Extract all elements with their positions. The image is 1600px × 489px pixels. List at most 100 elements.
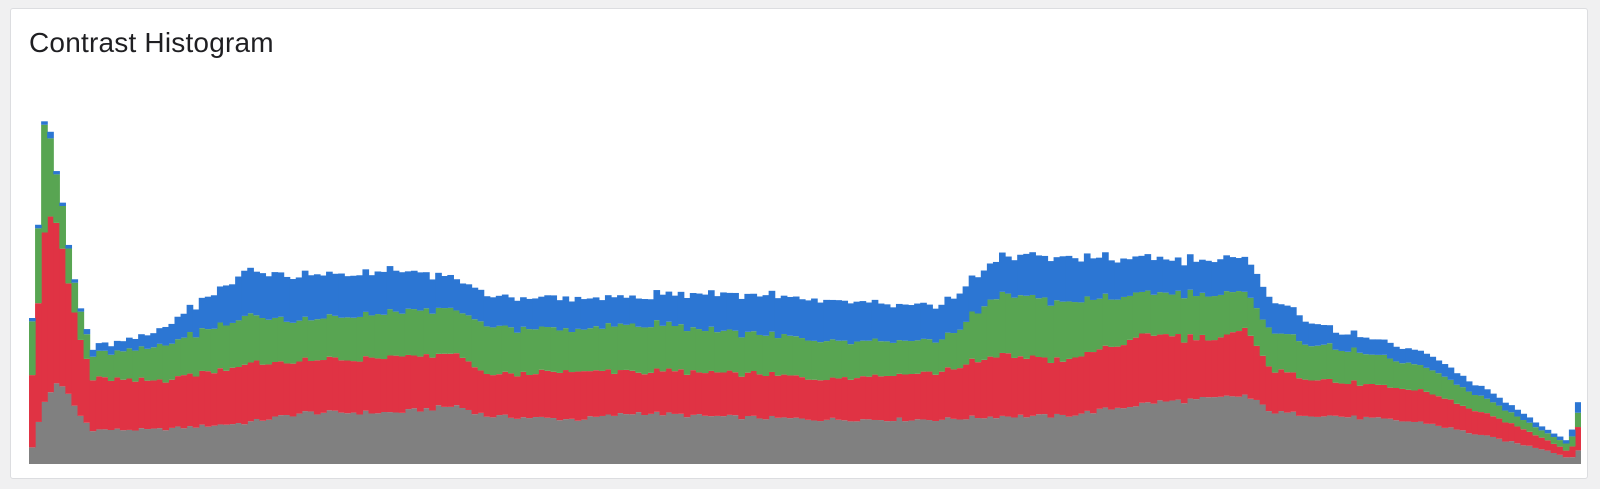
histogram-bar <box>1253 345 1261 400</box>
histogram-bar <box>344 317 351 361</box>
histogram-bar <box>1005 353 1012 417</box>
histogram-bar <box>59 248 66 387</box>
histogram-bar <box>580 299 588 330</box>
histogram-bar <box>344 360 351 414</box>
histogram-bar <box>1186 254 1194 290</box>
histogram-bar <box>435 405 442 464</box>
histogram-bar <box>944 367 952 418</box>
histogram-bar <box>962 286 970 322</box>
histogram-bar <box>1283 334 1291 373</box>
histogram-bar <box>507 373 515 418</box>
histogram-bar <box>1459 387 1467 406</box>
histogram-bar <box>1053 357 1061 414</box>
histogram-bar <box>47 216 54 393</box>
histogram-bar <box>1083 253 1091 297</box>
histogram-bar <box>1138 402 1146 464</box>
histogram-bar <box>798 377 806 419</box>
histogram-bar <box>829 377 836 418</box>
histogram-bar <box>1277 304 1285 334</box>
histogram-bar <box>1411 421 1418 464</box>
histogram-bar <box>1277 369 1285 412</box>
histogram-bar <box>708 370 715 417</box>
histogram-bar <box>550 295 558 328</box>
histogram-bar <box>1126 339 1133 408</box>
histogram-bar <box>726 370 733 415</box>
histogram-bar <box>1017 414 1024 464</box>
histogram-bar <box>320 360 327 413</box>
histogram-bar <box>968 415 976 464</box>
histogram-bar <box>1114 407 1121 464</box>
histogram-bar <box>459 313 467 358</box>
histogram-bar <box>1411 349 1418 365</box>
histogram-bar <box>1193 340 1200 400</box>
histogram-bar <box>756 296 764 335</box>
histogram-bar <box>168 323 176 344</box>
histogram-bar <box>313 360 321 415</box>
histogram-bar <box>1484 398 1491 414</box>
histogram-bar <box>271 416 279 464</box>
histogram-bar <box>514 376 521 419</box>
histogram-bar <box>974 362 982 419</box>
histogram-bar <box>326 271 333 315</box>
histogram-bar <box>611 297 618 327</box>
histogram-bar <box>1484 435 1491 464</box>
histogram-bar <box>447 307 454 354</box>
histogram-bar <box>101 377 109 430</box>
histogram-bar <box>1120 258 1127 297</box>
histogram-bar <box>1138 291 1146 334</box>
histogram-bar <box>1320 379 1327 417</box>
histogram-bar <box>441 276 448 309</box>
histogram-bar <box>368 315 376 358</box>
histogram-bar <box>683 297 691 332</box>
histogram-bar <box>150 428 157 464</box>
histogram-bar <box>362 269 370 312</box>
histogram-bar <box>1477 385 1485 396</box>
contrast-histogram-chart <box>29 121 1581 464</box>
histogram-bar <box>495 295 503 326</box>
histogram-bar <box>1453 384 1461 404</box>
histogram-bar <box>720 372 727 417</box>
histogram-bar <box>617 413 624 464</box>
histogram-bar <box>1235 396 1243 464</box>
histogram-bar <box>1326 325 1334 344</box>
histogram-bar <box>374 314 382 359</box>
histogram-bar <box>1368 339 1376 355</box>
histogram-bar <box>920 419 927 464</box>
histogram-bar <box>1374 354 1382 385</box>
histogram-bar <box>429 410 436 464</box>
histogram-bar <box>762 335 770 376</box>
histogram-bar <box>1162 401 1170 464</box>
histogram-bar <box>423 308 430 355</box>
histogram-bar <box>53 222 60 384</box>
histogram-bar <box>277 361 285 416</box>
histogram-series-3 <box>29 121 1581 444</box>
histogram-bar <box>514 300 521 333</box>
histogram-bar <box>1362 337 1370 355</box>
histogram-bar <box>944 296 952 333</box>
histogram-bar <box>465 409 473 464</box>
histogram-bar <box>932 308 939 343</box>
histogram-bar <box>586 416 594 464</box>
histogram-bar <box>847 303 855 345</box>
histogram-bar <box>47 392 54 464</box>
histogram-bar <box>544 370 551 418</box>
histogram-panel: Contrast Histogram <box>10 8 1588 479</box>
histogram-bar <box>356 316 364 362</box>
histogram-bar <box>689 414 697 464</box>
histogram-bar <box>756 334 764 375</box>
histogram-bar <box>150 347 157 381</box>
histogram-bar <box>156 343 163 380</box>
histogram-bar <box>1296 378 1303 416</box>
histogram-bar <box>1374 417 1382 464</box>
histogram-bar <box>932 374 939 422</box>
histogram-bar <box>708 290 715 327</box>
histogram-bar <box>914 419 921 464</box>
histogram-bar <box>180 428 188 464</box>
histogram-bar <box>1035 414 1043 464</box>
histogram-bar <box>968 358 976 416</box>
histogram-bar <box>1023 417 1030 464</box>
histogram-bar <box>1156 334 1164 401</box>
histogram-bar <box>1241 291 1249 328</box>
histogram-bar <box>817 421 824 464</box>
histogram-bar <box>1096 408 1103 464</box>
